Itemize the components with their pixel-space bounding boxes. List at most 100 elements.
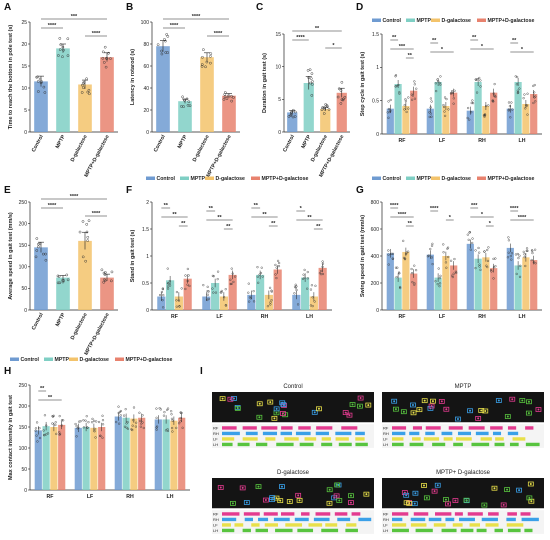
significance-label: ****: [390, 203, 399, 209]
stance-segment: [488, 512, 499, 516]
bar: [434, 277, 442, 310]
footprint: [410, 410, 417, 416]
data-point: [166, 51, 169, 54]
data-point: [394, 266, 398, 269]
data-point: [170, 410, 173, 413]
footprint-dot: [480, 409, 483, 412]
data-point: [446, 247, 449, 250]
stance-segment: [245, 431, 258, 436]
data-point: [110, 270, 114, 274]
data-point: [155, 407, 158, 410]
bar: [320, 109, 331, 132]
footprint: [333, 493, 340, 499]
x-tick-label: MPTP+D-galactose: [205, 134, 232, 178]
data-point: [405, 110, 408, 114]
data-point: [100, 268, 104, 272]
footprint: [230, 500, 236, 506]
data-point: [61, 55, 64, 59]
stance-segment: [392, 426, 407, 430]
data-point: [321, 106, 324, 109]
data-point: [162, 306, 165, 309]
data-point: [307, 76, 311, 80]
bar: [183, 278, 192, 310]
data-point: [278, 261, 281, 265]
stance-segment: [261, 426, 278, 430]
bar: [426, 108, 434, 134]
stance-segment: [222, 431, 240, 436]
footprint: [273, 495, 280, 501]
data-point: [162, 414, 166, 417]
data-point: [168, 284, 172, 287]
data-point: [429, 97, 432, 100]
bar: [336, 92, 347, 132]
data-point: [74, 422, 77, 426]
data-point: [180, 105, 183, 108]
data-point: [38, 436, 42, 440]
footprint-dot: [359, 397, 362, 400]
data-point: [104, 65, 108, 69]
data-point: [530, 258, 533, 262]
data-point: [223, 95, 227, 99]
footprint-dot: [335, 494, 338, 497]
data-point: [44, 258, 48, 262]
stance-segment: [512, 437, 526, 441]
stance-segment: [413, 512, 429, 516]
data-point: [66, 278, 70, 282]
data-point: [46, 432, 50, 435]
footprint-dot: [219, 486, 222, 489]
stance-segment: [507, 528, 521, 533]
data-point: [87, 421, 90, 424]
x-tick-label: LH: [519, 138, 526, 144]
significance-label: *: [332, 43, 335, 49]
footprint-dot: [317, 407, 320, 410]
footprint-dot: [258, 402, 261, 405]
footprint-dot: [394, 408, 397, 411]
data-point: [293, 285, 297, 288]
footprint-dot: [518, 489, 521, 492]
stance-segment: [251, 523, 260, 527]
y-axis-label: Swing speed in gait test (mm/s): [360, 215, 366, 297]
footprint-dot: [336, 483, 339, 486]
significance-label: **: [254, 203, 259, 209]
y-tick-label: 1: [376, 65, 379, 71]
data-point: [494, 265, 497, 268]
data-point: [395, 275, 398, 279]
bar: [211, 283, 220, 310]
data-point: [447, 255, 450, 259]
data-point: [475, 91, 479, 94]
stance-segment: [222, 523, 231, 527]
data-point: [270, 290, 273, 293]
bar: [90, 427, 98, 490]
data-point: [399, 286, 402, 290]
data-point: [171, 419, 174, 422]
data-point: [509, 116, 512, 119]
footprint-dot: [338, 499, 341, 502]
x-tick-label: RF: [399, 138, 406, 144]
data-point: [230, 99, 233, 103]
data-point: [102, 271, 106, 275]
data-point: [268, 286, 272, 289]
data-point: [483, 113, 487, 117]
y-axis-label: Time to reach the bottom in pole test (s…: [8, 25, 14, 130]
legend-swatch: [372, 176, 381, 180]
data-point: [466, 116, 469, 120]
data-point: [259, 271, 263, 275]
data-point: [471, 99, 474, 102]
track-label: LH: [383, 442, 388, 447]
stance-segment: [295, 431, 311, 436]
legend-d-label: Control: [383, 18, 402, 24]
data-point: [82, 419, 85, 422]
x-tick-label: LF: [87, 494, 93, 500]
data-point: [434, 82, 437, 85]
data-point: [109, 279, 113, 283]
footprint: [296, 497, 303, 503]
data-point: [523, 253, 526, 256]
footprint-dot: [241, 486, 244, 489]
data-point: [82, 80, 86, 84]
footprint: [400, 409, 407, 415]
data-point: [170, 413, 173, 416]
data-point: [306, 277, 309, 280]
footprint-dot: [408, 502, 411, 505]
data-point: [225, 97, 229, 100]
stance-segment: [494, 442, 505, 447]
